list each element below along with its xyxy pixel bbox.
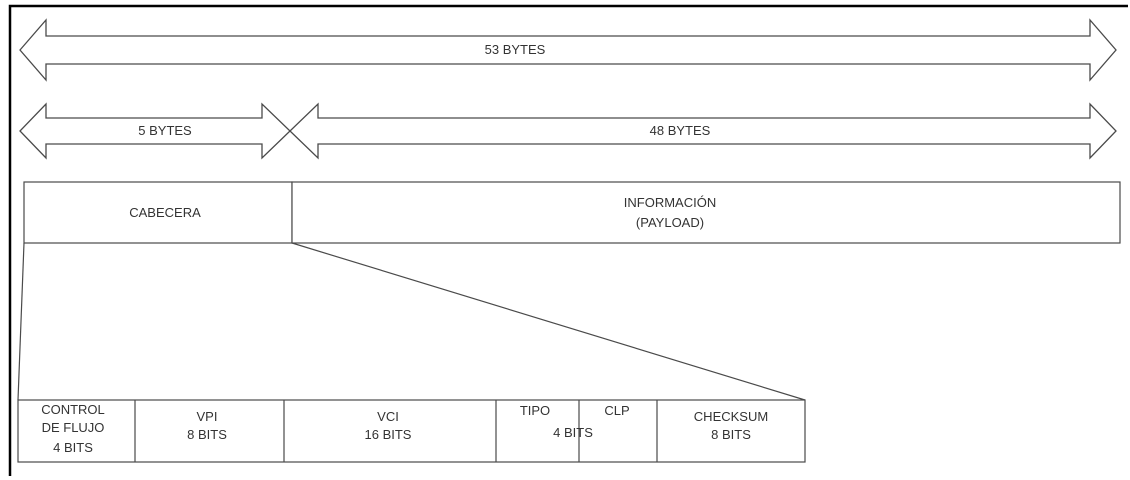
field-checksum-line2: 8 BITS xyxy=(711,427,751,442)
field-checksum-line1: CHECKSUM xyxy=(694,409,768,424)
header-box: CABECERA xyxy=(23,181,293,244)
total-size-arrow: 53 BYTES xyxy=(19,18,1117,82)
field-control-line2: DE FLUJO xyxy=(42,420,105,435)
header-size-arrow: 5 BYTES xyxy=(19,102,291,160)
field-vci-line1: VCI xyxy=(377,409,399,424)
header-box-rect xyxy=(23,181,293,244)
field-tipo-label: TIPO xyxy=(520,403,550,418)
payload-box-label-line2: (PAYLOAD) xyxy=(636,215,704,230)
payload-size-arrow-shape xyxy=(289,102,1117,160)
total-size-arrow-shape xyxy=(19,18,1117,82)
frame-border xyxy=(8,4,1128,476)
field-vci-line2: 16 BITS xyxy=(365,427,412,442)
field-tipo-clp-bits: 4 BITS xyxy=(553,425,593,440)
payload-size-label: 48 BYTES xyxy=(650,123,711,138)
payload-box: INFORMACIÓN (PAYLOAD) xyxy=(291,181,1121,244)
field-control-line3: 4 BITS xyxy=(53,440,93,455)
expansion-line-right xyxy=(291,242,806,401)
payload-box-rect xyxy=(291,181,1121,244)
payload-box-label-line1: INFORMACIÓN xyxy=(624,195,716,210)
header-box-label: CABECERA xyxy=(129,205,201,220)
expansion-line-left xyxy=(17,242,25,401)
total-size-label: 53 BYTES xyxy=(485,42,546,57)
field-clp-label: CLP xyxy=(604,403,629,418)
field-vpi-line2: 8 BITS xyxy=(187,427,227,442)
header-size-label: 5 BYTES xyxy=(138,123,192,138)
header-fields-row: CONTROL DE FLUJO 4 BITS VPI 8 BITS VCI 1… xyxy=(17,399,806,463)
field-control-line1: CONTROL xyxy=(41,402,105,417)
fields-row-rect xyxy=(17,399,806,463)
payload-size-arrow: 48 BYTES xyxy=(289,102,1117,160)
field-vpi-line1: VPI xyxy=(197,409,218,424)
